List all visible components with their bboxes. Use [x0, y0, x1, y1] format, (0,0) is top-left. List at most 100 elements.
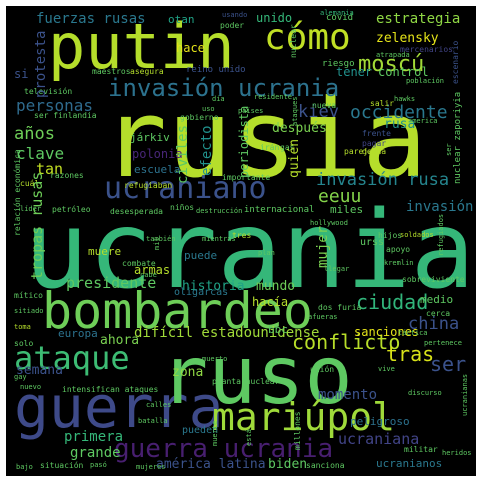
word-mariupol: mariúpol	[212, 395, 396, 439]
word-america: america	[408, 117, 438, 125]
word-paso: pasó	[90, 461, 107, 469]
word-cerca: cerca	[426, 309, 451, 318]
word-nueva: nueva	[312, 101, 337, 110]
word-destruccion: destrucción	[196, 207, 243, 215]
word-pagar: pagar	[362, 139, 387, 148]
word-reino-unido: reino unido	[186, 65, 246, 75]
word-grande: grande	[70, 445, 121, 461]
word-frente: frente	[362, 129, 391, 138]
word-rusa: rusa	[384, 117, 416, 132]
word-alemania: alemania	[320, 9, 354, 17]
word-union: unión	[310, 365, 335, 374]
word-planta-nuclear: planta nuclear	[212, 377, 280, 386]
word-lider: líder	[20, 205, 42, 213]
word-residente: residente	[254, 93, 292, 101]
word-hawks: hawks	[394, 95, 416, 103]
word-ucraniano: ucraniano	[104, 171, 267, 206]
word-putin: putin	[48, 10, 235, 83]
word-occidente: occidente	[350, 102, 448, 123]
word-mientras: mientras	[202, 235, 236, 243]
word-escenario: escenario	[451, 40, 460, 84]
word-llegar: llegar	[324, 265, 350, 273]
word-esta: está	[245, 429, 253, 446]
word-peligroso: peligroso	[350, 415, 410, 428]
word-civiles: civiles	[175, 124, 191, 184]
word-ahora: ahora	[100, 333, 140, 348]
word-mitico: mítico	[14, 291, 43, 300]
word-plan: plan	[258, 249, 275, 257]
word-sobreviviente: sobreviviente	[402, 275, 465, 284]
word-hollywood: hollywood	[310, 219, 348, 227]
word-historia: historia	[182, 279, 245, 294]
word-zelensky: zelensky	[376, 31, 439, 46]
word-ser-finlandia: ser finlandia	[34, 111, 97, 120]
word-muere: muere	[88, 245, 122, 258]
word-sanciona: sanciona	[306, 461, 345, 470]
word-invasion-rusa: invasión rusa	[316, 170, 450, 190]
word-bbc: bbc	[268, 323, 288, 336]
word-desesperada: desesperada	[110, 207, 163, 216]
word-escuela: escuela	[134, 163, 181, 176]
word-primera: primera	[64, 429, 124, 445]
word-salir: salir	[370, 99, 395, 108]
word-quien: quién	[287, 138, 302, 178]
word-momento: momento	[318, 387, 378, 403]
word-mil: mil	[153, 237, 161, 250]
word-batalla: batalla	[138, 417, 168, 425]
word-soldados: soldados	[400, 231, 434, 239]
word-europa: europa	[58, 327, 98, 340]
word-nuevo: nuevo	[20, 383, 42, 391]
word-afueras: afueras	[308, 313, 338, 321]
word-armas: armas	[134, 263, 171, 277]
word-tropas-rusas: tropas rusas	[28, 171, 46, 280]
word-unido: unido	[256, 11, 293, 25]
word-relacion-economica: relación económica	[13, 149, 22, 236]
word-importante: importante	[222, 173, 271, 182]
word-pareja: pareja	[344, 147, 373, 156]
word-bajo: bajo	[16, 463, 33, 471]
word-hacia: hacía	[252, 295, 289, 309]
word-maestros: maestros	[92, 67, 131, 76]
word-puede: puede	[184, 249, 218, 262]
word-nuclear-zaporiyia: nuclear zaporiyia	[453, 91, 463, 184]
word-jarkiv: járkiv	[130, 131, 170, 144]
word-control: control	[378, 65, 429, 79]
word-pueden: pueden	[182, 425, 219, 436]
word-ruso: ruso	[160, 329, 353, 422]
word-petroleo: petróleo	[52, 205, 91, 214]
word-invasion-ucrania: invasión ucrania	[108, 74, 340, 102]
word-heridos: heridos	[442, 449, 472, 457]
word-invasion: invasión	[406, 199, 474, 215]
word-gas: gas	[280, 143, 295, 152]
word-guerra-ucrania: guerra ucrania	[114, 434, 334, 464]
word-conflicto: conflicto	[292, 330, 401, 354]
word-muerto: muerto	[202, 355, 228, 363]
word-usando: usando	[222, 11, 248, 19]
word-china: china	[408, 314, 460, 334]
word-apoyo: apoyo	[386, 245, 411, 254]
word-tras: tras	[386, 342, 435, 366]
word-sitiado: sitiado	[14, 307, 44, 315]
word-kiev: kiev	[298, 102, 339, 122]
word-kremlin: kremlin	[384, 259, 414, 267]
word-eeuu: eeuu	[318, 186, 362, 207]
word-como: cómo	[264, 17, 351, 58]
word-cloud: rusia ucrania guerra ruso putin bombarde…	[6, 6, 476, 476]
word-mujeres: mujeres	[136, 463, 166, 471]
word-anos: años	[14, 124, 55, 144]
word-fuerzas-rusas: fuerzas rusas	[36, 11, 146, 27]
word-mujer: mujer	[315, 225, 331, 268]
word-moscu: moscú	[358, 52, 425, 77]
word-sanciones: sanciones	[354, 325, 420, 339]
word-protesta: protesta	[33, 30, 49, 98]
word-ciudad: ciudad	[356, 290, 429, 314]
word-riesgo: riesgo	[322, 59, 355, 69]
word-dos-furia: dos furia	[318, 303, 362, 312]
word-solo: solo	[14, 339, 34, 348]
word-iran: irán	[260, 143, 280, 152]
word-combate: combate	[122, 259, 156, 268]
word-gobierno: gobierno	[180, 113, 219, 122]
word-biden: biden	[268, 457, 308, 472]
word-nuclear: nuclear	[289, 24, 298, 58]
word-estrategia: estrategia	[376, 11, 461, 27]
